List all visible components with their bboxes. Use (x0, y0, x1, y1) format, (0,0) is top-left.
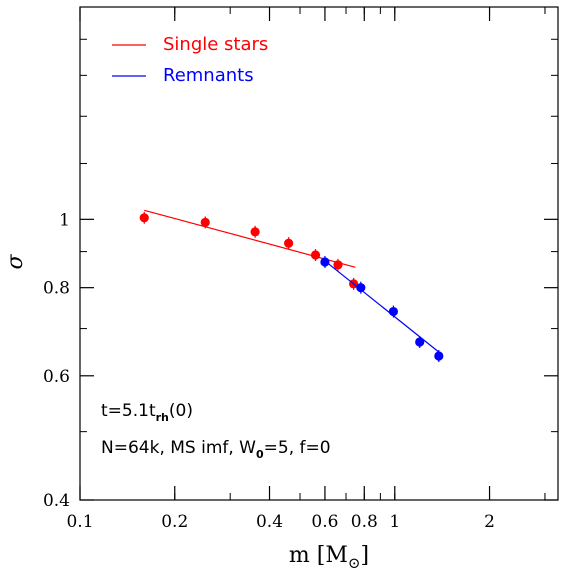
annotation-main: t=5.1t (101, 401, 156, 421)
data-point-series-0 (310, 250, 321, 260)
x-axis-title-main: m [M (289, 543, 348, 568)
legend-label-0: Single stars (163, 34, 268, 55)
annotation-tail: (0) (169, 401, 193, 421)
x-tick-label: 0.1 (66, 512, 93, 532)
x-axis-title-sub: ⊙ (348, 554, 361, 572)
y-tick-label: 0.8 (43, 279, 70, 299)
data-point-series-0 (333, 260, 343, 270)
x-tick-label: 0.8 (351, 512, 378, 532)
annotation-sub: rh (156, 411, 169, 424)
x-tick-label: 1 (389, 512, 400, 532)
x-tick-label: 0.6 (311, 512, 338, 532)
y-tick-label: 1 (59, 210, 70, 230)
annotation-1: N=64k, MS imf, W0=5, f=0 (101, 438, 331, 461)
x-tick-label: 2 (484, 512, 495, 532)
data-point-series-0 (139, 213, 149, 223)
annotation-sub: 0 (256, 448, 264, 461)
legend-label-1: Remnants (163, 65, 254, 86)
x-axis-title-suffix: ] (360, 543, 369, 568)
data-point-series-0 (200, 217, 210, 228)
x-tick-label: 0.2 (161, 512, 188, 532)
y-tick-label: 0.4 (43, 491, 70, 511)
data-point-series-1 (388, 306, 399, 317)
data-point-series-1 (356, 283, 366, 293)
data-point-series-1 (434, 351, 444, 361)
annotation-0: t=5.1trh(0) (101, 401, 193, 424)
annotation-tail: =5, f=0 (264, 438, 331, 458)
x-axis-title: m [M⊙] (289, 543, 369, 572)
x-tick-label: 0.4 (256, 512, 283, 532)
data-point-series-1 (415, 337, 425, 347)
plot-frame (79, 6, 559, 501)
y-tick-label: 0.6 (43, 367, 70, 387)
data-point-series-0 (284, 238, 294, 248)
y-axis-title: σ (3, 254, 28, 270)
annotation-main: N=64k, MS imf, W (101, 438, 256, 458)
fit-line-series-0 (144, 209, 356, 268)
data-point-series-0 (250, 227, 260, 237)
data-point-series-1 (320, 257, 330, 267)
